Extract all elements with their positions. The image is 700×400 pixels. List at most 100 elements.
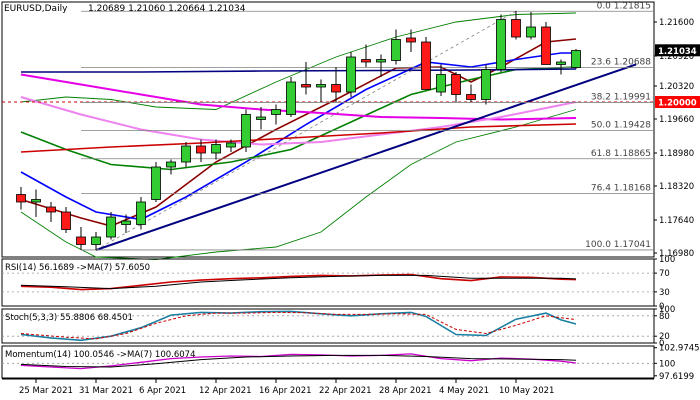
candle <box>76 227 86 250</box>
candle <box>241 109 251 152</box>
candle <box>121 214 131 233</box>
candle-body <box>106 216 116 238</box>
chart-frames <box>1 1 655 258</box>
candle-body <box>331 84 341 93</box>
momentum-series-line <box>20 354 577 368</box>
candle <box>511 11 521 40</box>
stoch-series-line <box>20 310 577 342</box>
candle-body <box>571 50 581 68</box>
candle <box>16 187 26 210</box>
ohlc-readout: 1.20689 1.21060 1.20664 1.21034 <box>88 4 246 14</box>
candle <box>151 162 161 202</box>
indicator-overlays <box>2 10 654 260</box>
candle <box>226 139 236 152</box>
candle <box>316 79 326 102</box>
momentum-panel: Momentum(14) 100.0546 ->MA(7) 100.6074 10… <box>1 344 700 382</box>
candle <box>376 54 386 77</box>
price-tick-label: 1.20920 <box>659 52 694 62</box>
bb-lower-line <box>20 109 577 260</box>
x-tick-label: 16 Apr 2021 <box>259 386 312 396</box>
candle-body <box>526 26 536 38</box>
x-tick-label: 4 May 2021 <box>439 386 489 396</box>
x-tick-label: 28 Apr 2021 <box>379 386 432 396</box>
candle <box>466 84 476 102</box>
rsi-series-line <box>20 274 577 290</box>
candle-body <box>271 109 281 115</box>
stoch-tick-label: 80 <box>659 312 670 322</box>
candle-body <box>61 211 71 230</box>
rising-trendline <box>95 63 637 251</box>
candle <box>61 207 71 233</box>
candle <box>31 189 41 217</box>
dark-red-ma-line <box>20 123 577 153</box>
candle <box>391 29 401 65</box>
rsi-panel: RSI(14) 56.1689 ->MA(7) 57.6050 100 70 30 0 <box>1 255 675 312</box>
rsi-tick-label: 100 <box>659 255 675 265</box>
x-tick-label: 31 Mar 2021 <box>79 386 133 396</box>
candle-body <box>16 194 26 203</box>
rsi-tick-label: 0 <box>659 302 664 312</box>
momentum-tick-label: 102.9745 <box>659 344 700 354</box>
x-tick-label: 25 Mar 2021 <box>19 386 73 396</box>
momentum-tick-label: 100 <box>659 359 675 369</box>
candle <box>526 12 536 40</box>
momentum-tick-label: 97.6199 <box>659 372 694 382</box>
candle <box>331 67 341 102</box>
momentum-label: Momentum(14) 100.0546 ->MA(7) 100.6074 <box>5 350 195 360</box>
candle-body <box>196 145 206 154</box>
rsi-tick-label: 30 <box>659 288 670 298</box>
candle-body <box>361 59 371 63</box>
candle <box>436 64 446 96</box>
rsi-series-line <box>20 273 577 291</box>
candle-body <box>181 145 191 163</box>
blue-ma-line <box>20 52 576 221</box>
candle <box>181 142 191 167</box>
x-tick-label: 6 Apr 2021 <box>139 386 186 396</box>
fib-level-label: 23.6 1.20688 <box>591 58 651 68</box>
candle-body <box>481 69 491 100</box>
price-marker-box <box>655 44 700 57</box>
candle-body <box>151 166 161 200</box>
candle <box>46 202 56 222</box>
main-panel-frame <box>1 1 655 258</box>
candle <box>556 59 566 75</box>
candle <box>301 62 311 95</box>
candle-body <box>391 39 401 61</box>
candle-body <box>46 206 56 213</box>
candle <box>346 52 356 97</box>
price-tick-label: 1.17640 <box>659 216 694 226</box>
momentum-panel-frame <box>1 345 655 379</box>
candle-body <box>436 74 446 93</box>
candle <box>496 14 506 72</box>
candle-body <box>316 84 326 88</box>
price-marker-box <box>655 96 700 108</box>
candle <box>196 139 206 162</box>
candle-body <box>166 161 176 168</box>
candle-body <box>556 61 566 65</box>
candle-body <box>466 94 476 100</box>
candle-body <box>211 144 221 154</box>
fib-level-label: 100.0 1.17041 <box>585 240 651 250</box>
stoch-panel-frame <box>1 308 655 344</box>
candle-body <box>241 114 251 148</box>
candle-body <box>256 116 266 120</box>
rsi-tick-label: 70 <box>659 269 670 279</box>
candle-body <box>226 142 236 148</box>
candle <box>91 232 101 250</box>
stoch-tick-label: 100 <box>659 305 675 315</box>
candle <box>256 107 266 130</box>
fib-level-label: 38.2 1.19991 <box>591 92 651 102</box>
price-tick-label: 1.18320 <box>659 182 694 192</box>
candle-body <box>121 220 131 225</box>
candle <box>481 64 491 105</box>
candle <box>286 77 296 117</box>
fibonacci-retracement: 0.0 1.21815 23.6 1.20688 38.2 1.19991 50.0 … <box>81 1 654 251</box>
candle-body <box>301 84 311 88</box>
candle-body <box>76 236 86 245</box>
x-tick-label: 12 Apr 2021 <box>199 386 252 396</box>
candle-body <box>496 19 506 70</box>
price-tick-label: 1.19660 <box>659 115 694 125</box>
bb-upper-line <box>20 12 577 110</box>
candle <box>271 104 281 125</box>
